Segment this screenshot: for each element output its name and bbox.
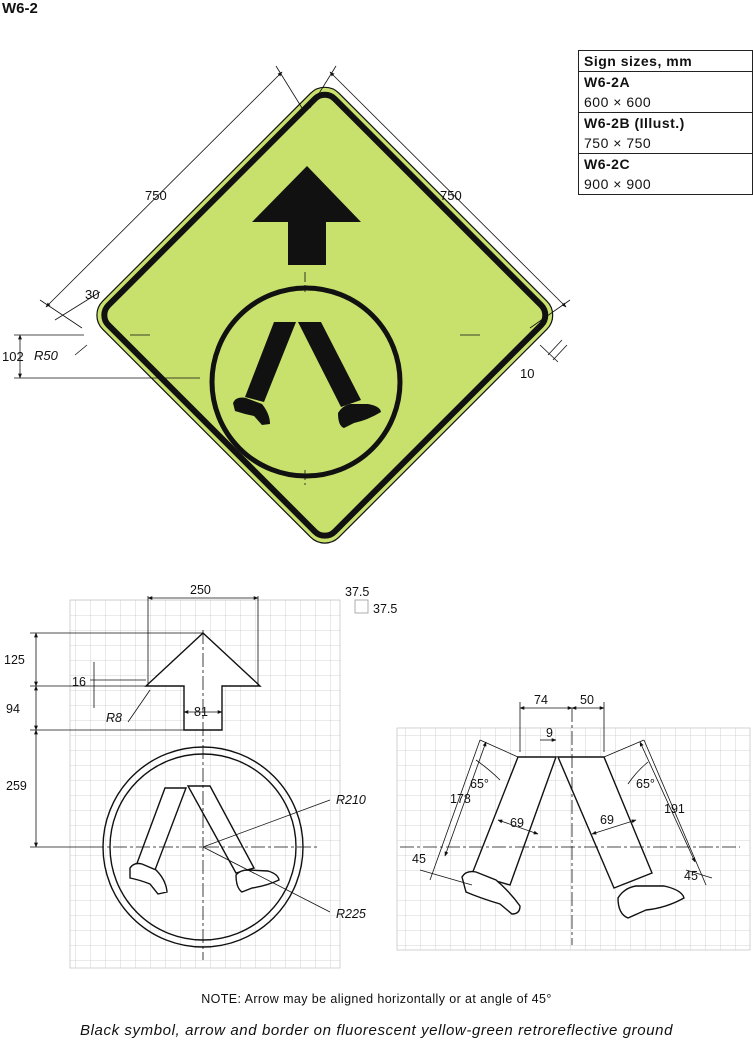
dim-legs-gap: 9 [546, 726, 553, 740]
sign-ring [209, 285, 403, 479]
dim-foot-left: 45 [412, 852, 426, 866]
dim-legs-left-offset: 74 [534, 693, 548, 707]
size-name-a: W6-2A [579, 71, 752, 92]
sign-shoe-left [233, 397, 270, 425]
sign-dimensions [14, 65, 571, 379]
dim-arrow-gap: 259 [6, 779, 27, 793]
dim-arrow-shaft: 94 [6, 702, 20, 716]
size-name-c: W6-2C [579, 153, 752, 174]
sign-leg-left [245, 322, 296, 402]
size-value-b: 750 × 750 [584, 135, 652, 151]
dim-corner-radius: R50 [34, 348, 59, 363]
dim-leg-right-width: 69 [600, 813, 614, 827]
dim-foot-right: 45 [684, 869, 698, 883]
dim-legs-right-offset: 50 [580, 693, 594, 707]
grid-legend-w: 37.5 [345, 585, 369, 599]
legs-dimensions [400, 702, 740, 945]
sign-code: W6-2 [2, 0, 38, 17]
dim-border-width: 10 [520, 366, 534, 381]
dim-side-right: 750 [440, 188, 462, 203]
sign-ground [96, 86, 554, 544]
dim-ring-outer: R225 [336, 907, 366, 921]
dim-ring-inner: R210 [336, 793, 366, 807]
sign-leg-right [298, 322, 361, 407]
dim-corner-height: 102 [2, 349, 24, 364]
sign-diamond [96, 86, 554, 544]
arrow-alignment-note: NOTE: Arrow may be aligned horizontally … [201, 992, 552, 1006]
dim-arrow-head: 125 [4, 653, 25, 667]
size-value-c: 900 × 900 [584, 176, 652, 192]
grid-legend-h: 37.5 [373, 602, 397, 616]
dim-arrow-width: 250 [190, 583, 211, 597]
dim-arrow-tip-radius: R8 [106, 711, 122, 725]
size-name-b: W6-2B (Illust.) [579, 112, 752, 133]
size-value-a: 600 × 600 [584, 94, 652, 110]
grid-legend-cell [354, 599, 369, 614]
dim-angle-left: 65° [470, 777, 489, 791]
sign-arrow [252, 166, 361, 265]
drawing-sheet: 750 750 30 R50 102 10 37.5 37.5 [2, 65, 751, 969]
dim-side-left: 750 [145, 188, 167, 203]
sign-sizes-table: Sign sizes, mm W6-2A 600 × 600 W6-2B (Il… [578, 50, 753, 195]
arrow-dimensions [30, 596, 331, 960]
dim-border-offset: 30 [85, 287, 99, 302]
dim-leg-left-length: 178 [450, 792, 471, 806]
dim-arrow-shaft-width: 81 [194, 705, 208, 719]
dim-arrow-notch: 16 [72, 675, 86, 689]
color-caption: Black symbol, arrow and border on fluore… [79, 1022, 674, 1039]
dim-leg-right-length: 191 [664, 802, 685, 816]
dim-angle-right: 65° [636, 777, 655, 791]
sign-shoe-right [338, 404, 381, 428]
dim-leg-left-width: 69 [510, 816, 524, 830]
sizes-header: Sign sizes, mm [584, 53, 693, 69]
